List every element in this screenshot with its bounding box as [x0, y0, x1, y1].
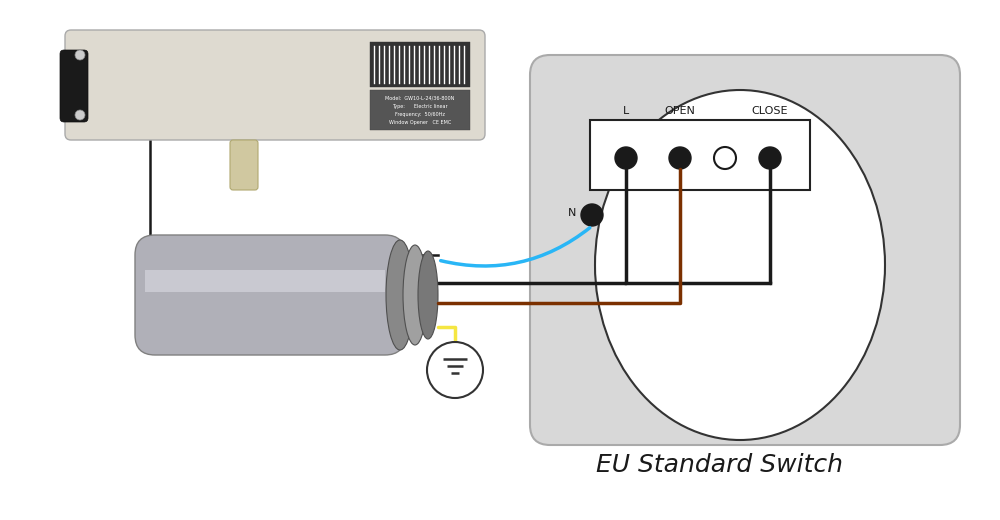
Ellipse shape [595, 90, 885, 440]
Text: N: N [568, 208, 576, 218]
Text: OPEN: OPEN [665, 106, 695, 116]
Ellipse shape [386, 240, 414, 350]
Circle shape [759, 147, 781, 169]
Bar [370, 42, 470, 87]
Text: L: L [623, 106, 629, 116]
Text: Frequency:  50/60Hz: Frequency: 50/60Hz [395, 112, 445, 117]
Text: Type:      Electric linear: Type: Electric linear [392, 104, 448, 109]
FancyBboxPatch shape [65, 30, 485, 140]
Circle shape [427, 342, 483, 398]
Text: Window Opener   CE EMC: Window Opener CE EMC [389, 120, 451, 125]
FancyBboxPatch shape [230, 140, 258, 190]
FancyBboxPatch shape [530, 55, 960, 445]
Ellipse shape [418, 251, 438, 339]
Bar [145, 270, 385, 292]
Bar [370, 90, 470, 130]
Circle shape [669, 147, 691, 169]
FancyBboxPatch shape [60, 50, 88, 122]
Text: CLOSE: CLOSE [752, 106, 788, 116]
Circle shape [75, 50, 85, 60]
Ellipse shape [403, 245, 427, 345]
Circle shape [581, 204, 603, 226]
Circle shape [714, 147, 736, 169]
Text: Model:  GW10-L-24/36-800N: Model: GW10-L-24/36-800N [385, 96, 455, 101]
Circle shape [75, 110, 85, 120]
Circle shape [615, 147, 637, 169]
Text: EU Standard Switch: EU Standard Switch [596, 453, 844, 477]
FancyBboxPatch shape [135, 235, 405, 355]
Bar [590, 120, 810, 190]
